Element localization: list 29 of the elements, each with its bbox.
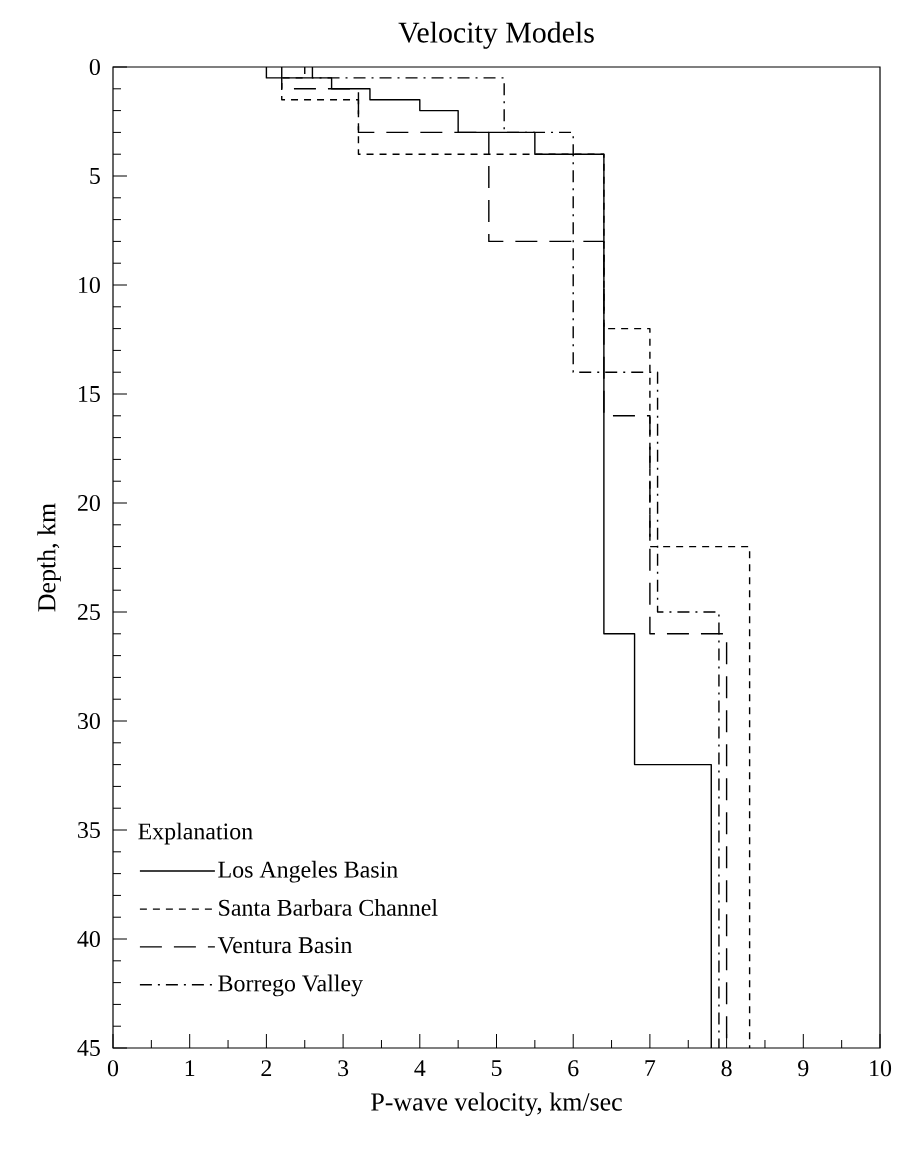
legend-label: Ventura Basin (217, 937, 353, 954)
legend-title: Explanation (138, 822, 253, 845)
y-tick-label: 15 (79, 386, 100, 403)
chart-title: Velocity Models (398, 21, 594, 49)
x-tick-label: 1 (185, 1060, 195, 1076)
y-tick-label: 5 (90, 168, 100, 184)
x-tick-label: 0 (107, 1060, 119, 1077)
y-tick-label: 10 (79, 276, 100, 294)
x-tick-label: 5 (491, 1060, 502, 1077)
y-axis-title: Depth, km (37, 503, 61, 612)
y-tick-label: 20 (77, 494, 100, 512)
y-tick-label: 40 (77, 930, 100, 948)
x-tick-label: 8 (721, 1060, 732, 1077)
x-tick-label: 4 (414, 1060, 426, 1076)
x-tick-label: 3 (338, 1060, 349, 1077)
y-tick-label: 45 (77, 1040, 100, 1056)
x-tick-label: 7 (645, 1060, 656, 1076)
y-tick-label: 35 (78, 821, 100, 839)
x-axis-title: P-wave velocity, km/sec (371, 1092, 622, 1117)
y-tick-label: 30 (78, 712, 100, 730)
x-tick-label: 6 (568, 1060, 579, 1077)
x-tick-label: 2 (261, 1060, 272, 1077)
legend-label: Borrego Valley (218, 974, 363, 997)
legend-label: Los Angeles Basin (218, 860, 398, 883)
y-tick-label: 25 (77, 603, 100, 621)
x-tick-label: 10 (870, 1060, 892, 1077)
y-tick-label: 0 (89, 58, 100, 76)
legend-label: Santa Barbara Channel (219, 899, 438, 916)
x-tick-label: 9 (798, 1060, 809, 1077)
